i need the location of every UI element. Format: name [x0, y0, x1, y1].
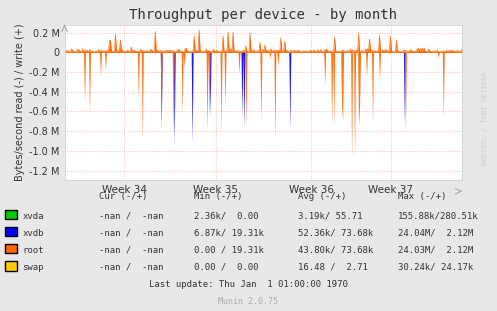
Title: Throughput per device - by month: Throughput per device - by month: [129, 8, 398, 22]
Text: 0.00 /  0.00: 0.00 / 0.00: [194, 263, 258, 272]
Text: Max (-/+): Max (-/+): [398, 192, 446, 201]
Text: 52.36k/ 73.68k: 52.36k/ 73.68k: [298, 229, 373, 238]
Text: 43.80k/ 73.68k: 43.80k/ 73.68k: [298, 246, 373, 255]
Text: xvdb: xvdb: [22, 229, 44, 238]
Text: 0.00 / 19.31k: 0.00 / 19.31k: [194, 246, 264, 255]
Text: Cur (-/+): Cur (-/+): [99, 192, 148, 201]
Text: -nan /  -nan: -nan / -nan: [99, 246, 164, 255]
Text: 24.04M/  2.12M: 24.04M/ 2.12M: [398, 229, 473, 238]
Text: -nan /  -nan: -nan / -nan: [99, 229, 164, 238]
Text: 30.24k/ 24.17k: 30.24k/ 24.17k: [398, 263, 473, 272]
Text: RRDTOOL / TOBI OETIKER: RRDTOOL / TOBI OETIKER: [482, 72, 488, 165]
Y-axis label: Bytes/second read (-) / write (+): Bytes/second read (-) / write (+): [15, 24, 25, 181]
Text: 3.19k/ 55.71: 3.19k/ 55.71: [298, 212, 363, 220]
Text: 155.88k/280.51k: 155.88k/280.51k: [398, 212, 478, 220]
Text: Munin 2.0.75: Munin 2.0.75: [219, 297, 278, 306]
Text: Avg (-/+): Avg (-/+): [298, 192, 346, 201]
Text: root: root: [22, 246, 44, 255]
Text: 2.36k/  0.00: 2.36k/ 0.00: [194, 212, 258, 220]
Text: xvda: xvda: [22, 212, 44, 220]
Text: 16.48 /  2.71: 16.48 / 2.71: [298, 263, 368, 272]
Text: -nan /  -nan: -nan / -nan: [99, 212, 164, 220]
Text: swap: swap: [22, 263, 44, 272]
Text: Min (-/+): Min (-/+): [194, 192, 242, 201]
Text: 6.87k/ 19.31k: 6.87k/ 19.31k: [194, 229, 264, 238]
Text: -nan /  -nan: -nan / -nan: [99, 263, 164, 272]
Text: Last update: Thu Jan  1 01:00:00 1970: Last update: Thu Jan 1 01:00:00 1970: [149, 280, 348, 289]
Text: 24.03M/  2.12M: 24.03M/ 2.12M: [398, 246, 473, 255]
